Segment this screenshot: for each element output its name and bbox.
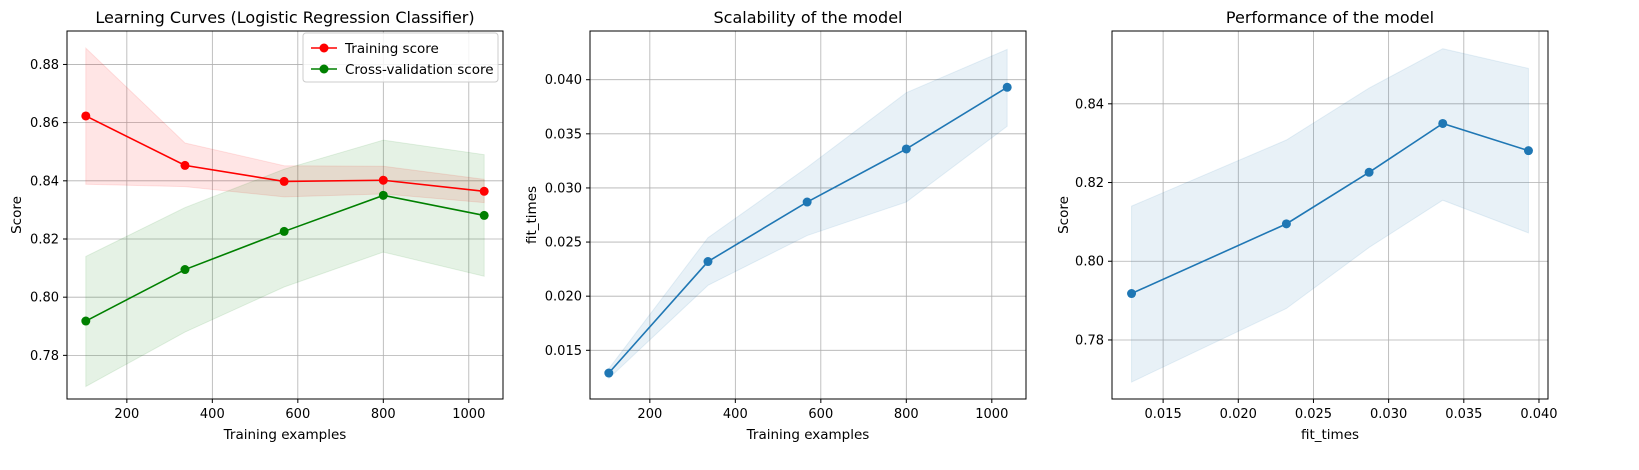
- data-point: [1523, 146, 1533, 156]
- y-tick-label: 0.86: [30, 116, 59, 131]
- legend-label: Cross-validation score: [345, 62, 494, 78]
- y-tick-label: 0.025: [545, 236, 582, 251]
- y-tick-label: 0.78: [1075, 333, 1104, 348]
- data-point: [1281, 219, 1291, 229]
- y-tick-label: 0.035: [545, 127, 582, 142]
- y-tick-label: 0.78: [30, 349, 59, 364]
- data-point: [81, 111, 91, 121]
- x-tick-label: 800: [371, 407, 396, 422]
- data-point: [1002, 82, 1012, 92]
- data-point: [901, 144, 911, 154]
- y-tick-label: 0.82: [1075, 176, 1104, 191]
- data-point: [1364, 167, 1374, 177]
- x-tick-label: 400: [200, 407, 225, 422]
- y-tick-label: 0.84: [1075, 97, 1104, 112]
- legend-item-training: Training score: [311, 41, 439, 57]
- x-tick-label: 0.030: [1370, 407, 1407, 422]
- data-point: [378, 190, 388, 200]
- x-tick-label: 0.015: [1145, 407, 1182, 422]
- x-tick-label: 1000: [452, 407, 485, 422]
- data-point: [180, 265, 190, 275]
- axes-frame: [589, 30, 1027, 400]
- y-tick-label: 0.82: [30, 233, 59, 248]
- x-tick-label: 1000: [975, 407, 1008, 422]
- y-axis-label: fit_times: [524, 186, 540, 244]
- y-axis-label: Score: [9, 196, 25, 234]
- x-tick-label: 200: [637, 407, 662, 422]
- data-point: [703, 257, 713, 267]
- confidence-band: [1131, 48, 1529, 383]
- y-tick-label: 0.80: [1075, 255, 1104, 270]
- y-tick-label: 0.040: [545, 73, 582, 88]
- legend-swatch-marker: [319, 43, 329, 53]
- legend-frame: [302, 32, 499, 83]
- data-point: [802, 197, 812, 207]
- legend-swatch-marker: [319, 64, 329, 74]
- x-axis-label: Training examples: [223, 427, 347, 443]
- y-tick-label: 0.030: [545, 181, 582, 196]
- performance-panel: Performance of the model fit_times Score…: [1056, 8, 1558, 443]
- y-tick-label: 0.015: [545, 344, 582, 359]
- x-axis-label: fit_times: [1301, 427, 1359, 443]
- legend: Training score Cross-validation score: [302, 32, 499, 83]
- x-tick-label: 400: [723, 407, 748, 422]
- axes-frame: [1111, 30, 1549, 400]
- data-point: [378, 175, 388, 185]
- confidence-band: [85, 139, 485, 388]
- y-axis-label: Score: [1056, 196, 1072, 234]
- chart-title: Performance of the model: [1226, 8, 1434, 27]
- scalability-panel: Scalability of the model Training exampl…: [524, 8, 1027, 443]
- confidence-band: [608, 48, 1008, 380]
- legend-label: Training score: [344, 41, 439, 57]
- x-tick-label: 600: [808, 407, 833, 422]
- data-point: [279, 226, 289, 236]
- x-tick-label: 0.035: [1445, 407, 1482, 422]
- data-point: [479, 186, 489, 196]
- chart-title: Scalability of the model: [714, 8, 903, 27]
- x-tick-label: 0.025: [1295, 407, 1332, 422]
- x-tick-label: 800: [894, 407, 919, 422]
- data-point: [180, 160, 190, 170]
- data-point: [604, 368, 614, 378]
- x-axis-label: Training examples: [746, 427, 870, 443]
- chart-title: Learning Curves (Logistic Regression Cla…: [95, 8, 474, 27]
- x-tick-label: 600: [285, 407, 310, 422]
- y-tick-label: 0.80: [30, 291, 59, 306]
- legend-item-cv: Cross-validation score: [311, 62, 494, 78]
- learning-curves-panel: Learning Curves (Logistic Regression Cla…: [9, 8, 504, 443]
- y-tick-label: 0.84: [30, 174, 59, 189]
- y-tick-label: 0.88: [30, 58, 59, 73]
- data-point: [1438, 118, 1448, 128]
- axes-frame: [66, 30, 504, 400]
- x-tick-label: 0.040: [1520, 407, 1557, 422]
- data-point: [279, 176, 289, 186]
- x-tick-label: 0.020: [1220, 407, 1257, 422]
- data-point: [81, 316, 91, 326]
- data-point: [479, 210, 489, 220]
- x-tick-label: 200: [114, 407, 139, 422]
- y-tick-label: 0.020: [545, 290, 582, 305]
- data-point: [1127, 289, 1137, 299]
